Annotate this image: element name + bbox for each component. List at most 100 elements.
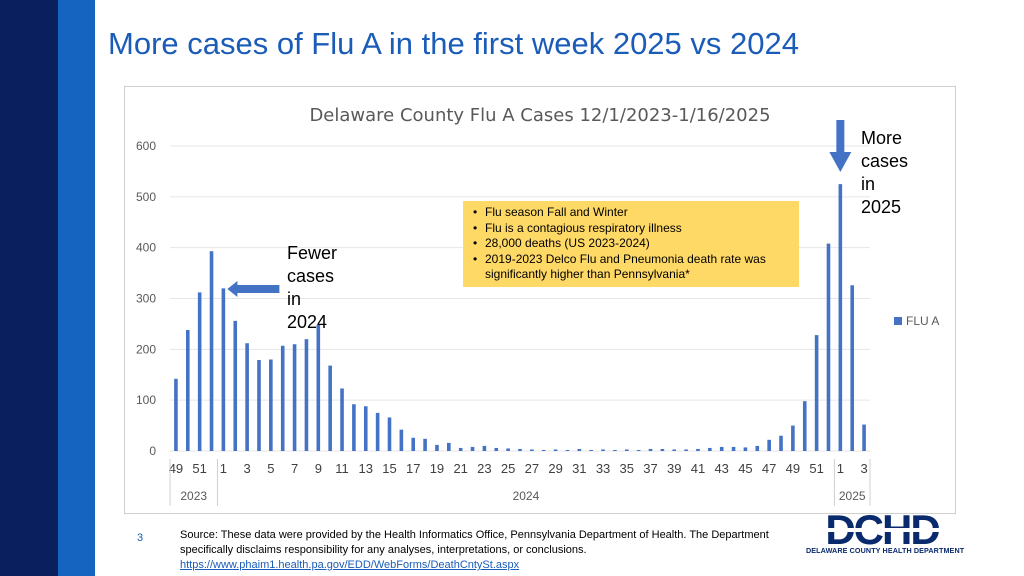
y-tick-label: 600: [136, 139, 156, 153]
bar: [719, 446, 724, 451]
bar: [423, 438, 427, 451]
legend-label: FLU A: [906, 314, 939, 328]
chart-title: Delaware County Flu A Cases 12/1/2023-1/…: [309, 105, 770, 126]
bar: [589, 449, 593, 451]
bar: [328, 365, 332, 451]
y-tick-label: 400: [136, 241, 156, 255]
bar: [755, 445, 760, 451]
x-tick-label: 25: [501, 461, 515, 476]
left-accent-bar-blue: [58, 0, 95, 576]
x-tick-label: 49: [169, 461, 183, 476]
bar: [494, 447, 499, 451]
logo-letters: DCHD: [825, 512, 939, 553]
x-tick-label: 31: [572, 461, 586, 476]
bar: [458, 447, 463, 451]
x-tick-label: 45: [738, 461, 752, 476]
x-tick-label: 3: [860, 461, 867, 476]
callout-line: in: [287, 289, 302, 309]
bar: [340, 388, 344, 451]
dchd-logo: DCHD: [806, 512, 958, 553]
x-tick-label: 9: [315, 461, 322, 476]
bar: [174, 378, 178, 451]
bar: [802, 401, 807, 451]
bar: [577, 448, 582, 451]
x-tick-label: 35: [620, 461, 634, 476]
bar: [530, 449, 534, 451]
y-tick-label: 300: [136, 292, 156, 306]
bar: [648, 448, 653, 451]
x-tick-label: 51: [809, 461, 823, 476]
callout-line: 2024: [287, 312, 328, 332]
bar: [399, 429, 404, 451]
bar: [506, 448, 510, 451]
x-tick-label: 49: [786, 461, 800, 476]
x-tick-label: 27: [525, 461, 539, 476]
callout-fewer-cases: Fewer cases in 2024: [287, 242, 357, 334]
x-tick-label: 39: [667, 461, 681, 476]
bar: [221, 288, 226, 451]
bar: [850, 285, 855, 451]
bar: [482, 445, 487, 451]
bar: [316, 324, 321, 451]
bar: [565, 449, 570, 451]
bar: [292, 344, 297, 451]
bar: [269, 359, 273, 451]
x-tick-label: 33: [596, 461, 610, 476]
page-number: 3: [137, 532, 144, 544]
x-tick-label: 5: [267, 461, 274, 476]
x-tick-label: 15: [382, 461, 396, 476]
bar: [696, 448, 700, 451]
bar: [447, 442, 451, 451]
source-link[interactable]: https://www.phaim1.health.pa.gov/EDD/Web…: [180, 559, 520, 571]
y-tick-label: 100: [136, 393, 156, 407]
info-item: 2019-2023 Delco Flu and Pneumonia death …: [471, 252, 791, 283]
bar: [743, 447, 748, 451]
bar: [708, 447, 712, 451]
x-tick-label: 47: [762, 461, 776, 476]
x-tick-label: 1: [837, 461, 844, 476]
x-tick-label: 21: [453, 461, 467, 476]
x-tick-label: 11: [335, 461, 349, 476]
bar: [684, 449, 688, 451]
bar: [185, 330, 190, 451]
x-tick-label: 17: [406, 461, 420, 476]
x-tick-label: 51: [192, 461, 206, 476]
bar: [541, 449, 546, 451]
info-item: Flu season Fall and Winter: [471, 205, 791, 221]
bar: [280, 345, 285, 451]
x-tick-label: 41: [691, 461, 705, 476]
legend-swatch: [894, 317, 902, 325]
year-label: 2025: [839, 489, 866, 503]
bar: [826, 243, 831, 451]
bar: [731, 446, 736, 451]
bar: [613, 449, 617, 451]
bar: [245, 343, 249, 451]
source-text: Source: These data were provided by the …: [180, 529, 769, 556]
bar: [814, 335, 819, 451]
bar: [862, 424, 866, 451]
logo-stripe: [806, 528, 958, 532]
info-item: 28,000 deaths (US 2023-2024): [471, 236, 791, 252]
info-box: Flu season Fall and Winter Flu is a cont…: [463, 201, 799, 287]
callout-line: in: [861, 174, 876, 194]
bar: [435, 444, 439, 451]
x-tick-label: 43: [714, 461, 728, 476]
bar: [518, 448, 522, 451]
source-note: Source: These data were provided by the …: [180, 528, 780, 573]
callout-line: 2025: [861, 197, 902, 217]
bar: [304, 339, 309, 451]
x-tick-label: 3: [244, 461, 251, 476]
x-tick-label: 13: [359, 461, 373, 476]
bar: [411, 437, 416, 451]
year-label: 2023: [180, 489, 207, 503]
bar: [660, 448, 665, 451]
y-tick-label: 200: [136, 342, 156, 356]
bar: [363, 406, 368, 451]
logo-caption: DELAWARE COUNTY HEALTH DEPARTMENT: [806, 546, 965, 555]
left-accent-bar-dark: [0, 0, 58, 576]
callout-line: More: [861, 128, 903, 148]
bar: [791, 425, 795, 451]
y-tick-label: 0: [149, 444, 156, 458]
bar: [197, 292, 202, 451]
bar: [672, 449, 677, 451]
